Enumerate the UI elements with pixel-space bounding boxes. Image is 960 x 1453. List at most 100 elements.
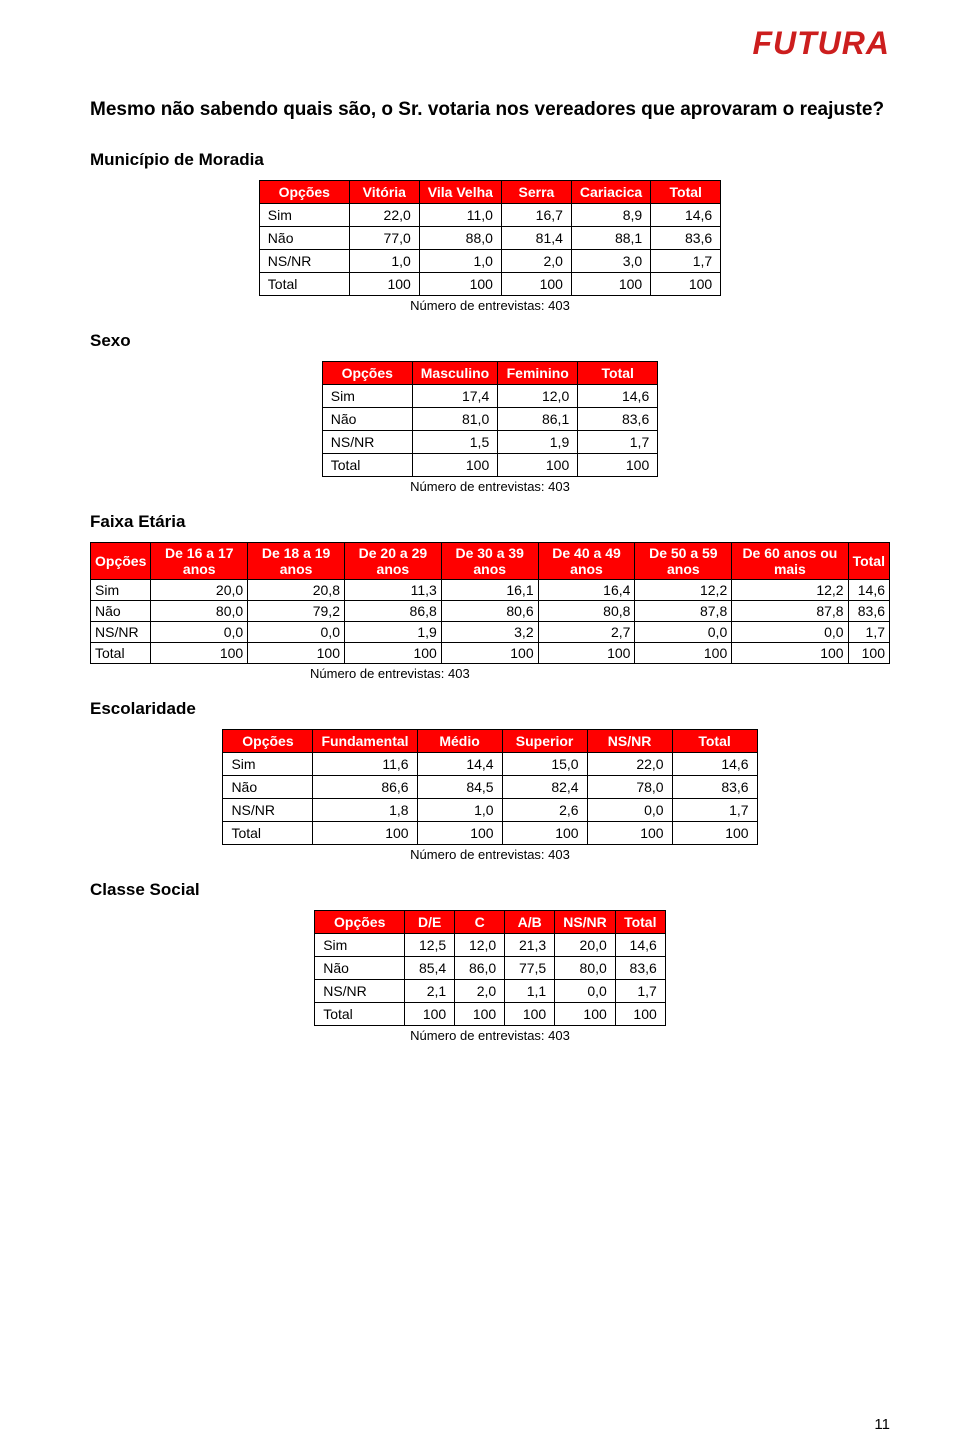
table-row: Sim17,412,014,6 — [322, 385, 657, 408]
cell: 100 — [405, 1003, 455, 1026]
cell: 84,5 — [417, 776, 502, 799]
cell: 83,6 — [848, 601, 889, 622]
table-row: Não86,684,582,478,083,6 — [223, 776, 757, 799]
table-sexo: Opções Masculino Feminino Total Sim17,41… — [322, 361, 658, 477]
cell: 100 — [615, 1003, 665, 1026]
cell: 100 — [571, 273, 650, 296]
row-label: Sim — [315, 934, 405, 957]
cell: 0,0 — [635, 622, 732, 643]
col-fundamental: Fundamental — [313, 730, 417, 753]
table-municipio: Opções Vitória Vila Velha Serra Cariacic… — [259, 180, 721, 296]
cell: 14,6 — [672, 753, 757, 776]
table-row: Não81,086,183,6 — [322, 408, 657, 431]
table-row: Sim22,011,016,78,914,6 — [259, 204, 720, 227]
row-label: NS/NR — [259, 250, 349, 273]
cell: 2,0 — [501, 250, 571, 273]
cell: 83,6 — [672, 776, 757, 799]
table-escolaridade: Opções Fundamental Médio Superior NS/NR … — [222, 729, 757, 845]
cell: 86,1 — [498, 408, 578, 431]
table-row: NS/NR1,51,91,7 — [322, 431, 657, 454]
cell: 100 — [349, 273, 419, 296]
cell: 16,4 — [538, 580, 635, 601]
table-row: Total100100100100100100100100 — [91, 643, 890, 664]
cell: 100 — [651, 273, 721, 296]
cell: 100 — [635, 643, 732, 664]
cell: 2,6 — [502, 799, 587, 822]
cell: 14,6 — [651, 204, 721, 227]
row-label: Sim — [223, 753, 313, 776]
section-title-classe: Classe Social — [90, 880, 890, 900]
cell: 1,7 — [651, 250, 721, 273]
cell: 100 — [412, 454, 497, 477]
note: Número de entrevistas: 403 — [410, 847, 570, 862]
table-row: NS/NR0,00,01,93,22,70,00,01,7 — [91, 622, 890, 643]
table-block-escolaridade: Opções Fundamental Médio Superior NS/NR … — [90, 729, 890, 862]
col-50-59: De 50 a 59 anos — [635, 543, 732, 580]
cell: 79,2 — [248, 601, 345, 622]
cell: 11,3 — [344, 580, 441, 601]
col-medio: Médio — [417, 730, 502, 753]
cell: 20,8 — [248, 580, 345, 601]
cell: 100 — [501, 273, 571, 296]
page: FUTURA Mesmo não sabendo quais são, o Sr… — [0, 0, 960, 1453]
cell: 17,4 — [412, 385, 497, 408]
cell: 100 — [248, 643, 345, 664]
table-row: Total100100100100100 — [223, 822, 757, 845]
cell: 83,6 — [578, 408, 658, 431]
cell: 2,0 — [455, 980, 505, 1003]
cell: 83,6 — [615, 957, 665, 980]
cell: 14,6 — [578, 385, 658, 408]
row-label: Sim — [259, 204, 349, 227]
cell: 20,0 — [555, 934, 616, 957]
col-opcoes: Opções — [91, 543, 151, 580]
col-feminino: Feminino — [498, 362, 578, 385]
row-label: NS/NR — [91, 622, 151, 643]
table-row: NS/NR1,81,02,60,01,7 — [223, 799, 757, 822]
table-row: Sim20,020,811,316,116,412,212,214,6 — [91, 580, 890, 601]
cell: 16,1 — [441, 580, 538, 601]
cell: 100 — [151, 643, 248, 664]
col-total: Total — [651, 181, 721, 204]
row-label: Não — [315, 957, 405, 980]
cell: 88,1 — [571, 227, 650, 250]
col-nsnr: NS/NR — [555, 911, 616, 934]
question-text: Mesmo não sabendo quais são, o Sr. votar… — [90, 95, 890, 125]
cell: 100 — [732, 643, 848, 664]
col-opcoes: Opções — [315, 911, 405, 934]
cell: 80,8 — [538, 601, 635, 622]
col-nsnr: NS/NR — [587, 730, 672, 753]
row-label: Não — [91, 601, 151, 622]
cell: 1,0 — [419, 250, 501, 273]
section-title-escolaridade: Escolaridade — [90, 699, 890, 719]
cell: 1,5 — [412, 431, 497, 454]
table-row: NS/NR1,01,02,03,01,7 — [259, 250, 720, 273]
cell: 100 — [502, 822, 587, 845]
cell: 0,0 — [587, 799, 672, 822]
cell: 15,0 — [502, 753, 587, 776]
row-label: NS/NR — [322, 431, 412, 454]
section-title-sexo: Sexo — [90, 331, 890, 351]
cell: 80,0 — [555, 957, 616, 980]
table-header-row: Opções D/E C A/B NS/NR Total — [315, 911, 666, 934]
table-block-classe: Opções D/E C A/B NS/NR Total Sim12,512,0… — [90, 910, 890, 1043]
col-total: Total — [672, 730, 757, 753]
cell: 22,0 — [349, 204, 419, 227]
cell: 0,0 — [248, 622, 345, 643]
cell: 100 — [441, 643, 538, 664]
col-18-19: De 18 a 19 anos — [248, 543, 345, 580]
col-de: D/E — [405, 911, 455, 934]
row-label: Total — [259, 273, 349, 296]
col-60-mais: De 60 anos ou mais — [732, 543, 848, 580]
row-label: Não — [223, 776, 313, 799]
cell: 2,1 — [405, 980, 455, 1003]
cell: 100 — [848, 643, 889, 664]
table-block-faixa: Opções De 16 a 17 anos De 18 a 19 anos D… — [90, 542, 890, 681]
cell: 86,0 — [455, 957, 505, 980]
table-header-row: Opções De 16 a 17 anos De 18 a 19 anos D… — [91, 543, 890, 580]
col-ab: A/B — [505, 911, 555, 934]
col-40-49: De 40 a 49 anos — [538, 543, 635, 580]
col-total: Total — [615, 911, 665, 934]
cell: 77,0 — [349, 227, 419, 250]
cell: 100 — [578, 454, 658, 477]
section-title-faixa: Faixa Etária — [90, 512, 890, 532]
